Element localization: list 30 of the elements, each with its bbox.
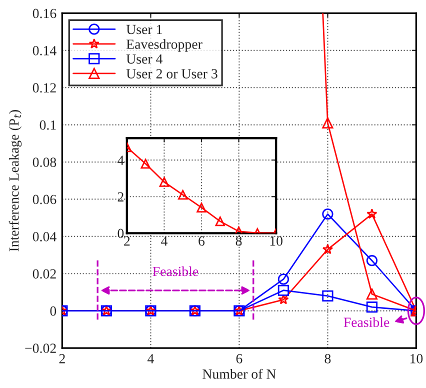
y-tick-label: 0.04 xyxy=(32,232,56,242)
x-tick-label: 8 xyxy=(324,354,331,364)
y-tick-label: 2 xyxy=(118,192,124,202)
y-tick-label: 0.16 xyxy=(32,8,56,18)
y-tick-label: 0.06 xyxy=(32,194,56,204)
y-tick-label: 0 xyxy=(50,306,56,316)
y-tick-label: 4 xyxy=(117,156,124,165)
y-tick-label: −0.02 xyxy=(25,344,56,354)
y-tick-label: 0.08 xyxy=(32,158,56,168)
x-tick-label: 6 xyxy=(198,236,205,246)
x-tick-label: 6 xyxy=(236,354,242,364)
y-tick-label: 0.14 xyxy=(32,46,56,56)
x-tick-label: 10 xyxy=(270,236,282,246)
annotation: Feasible xyxy=(152,266,198,276)
x-axis-title: Number of N xyxy=(202,368,276,379)
annotation: Feasible xyxy=(344,317,390,328)
legend-label: User 4 xyxy=(126,54,163,64)
legend-label: User 2 or User 3 xyxy=(126,69,218,78)
y-tick-label: 0 xyxy=(118,228,124,238)
x-tick-label: 10 xyxy=(410,354,423,364)
x-tick-label: 4 xyxy=(161,236,168,246)
legend-label: User 1 xyxy=(126,24,162,34)
y-tick-label: 0.12 xyxy=(32,83,56,93)
y-axis-title: Interference Leakage (P$_{t}$) xyxy=(8,110,22,252)
legend-label: Eavesdropper xyxy=(126,39,202,52)
y-tick-label: 0.1 xyxy=(40,120,56,130)
x-tick-label: 2 xyxy=(59,354,65,364)
y-tick-label: 0.02 xyxy=(32,269,56,279)
x-tick-label: 8 xyxy=(236,236,242,246)
x-tick-label: 4 xyxy=(147,354,154,364)
